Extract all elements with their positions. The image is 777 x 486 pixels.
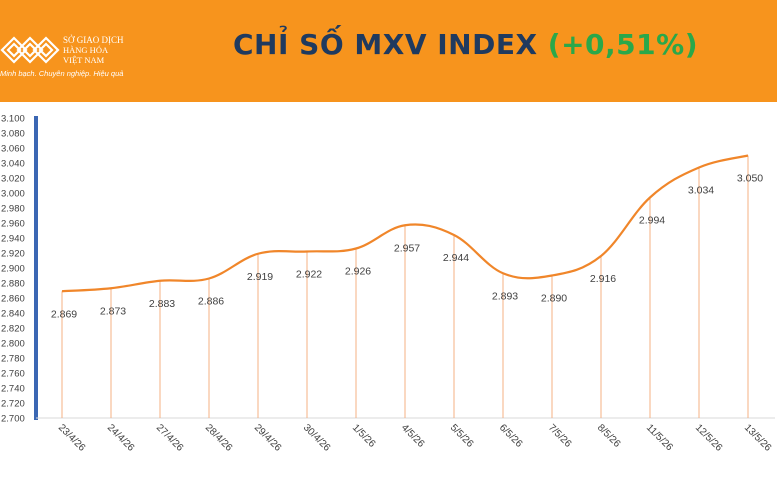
y-tick-label: 3.060 [1,144,25,155]
data-label: 2.957 [394,242,420,254]
x-tick-label: 11/5/26 [644,422,675,453]
y-tick-label: 2.720 [1,399,25,410]
y-tick-label: 3.100 [1,114,25,125]
x-tick-label: 27/4/26 [154,422,186,454]
header-banner: SỞ GIAO DỊCH HÀNG HÓA VIỆT NAM Minh bạch… [0,0,777,102]
y-tick-label: 2.760 [1,369,25,380]
logo-text-line1: SỞ GIAO DỊCH [63,35,124,45]
line-chart: 2.700 2.720 2.740 2.760 2.780 2.800 2.820 2.840… [1,114,775,454]
y-tick-label: 2.920 [1,249,25,260]
x-tick-label: 12/5/26 [693,422,725,454]
y-tick-label: 3.080 [1,129,25,140]
x-tick-label: 5/5/26 [448,422,476,450]
y-tick-label: 2.780 [1,354,25,365]
y-tick-label: 3.020 [1,174,25,185]
data-label: 2.944 [443,252,469,264]
y-tick-label: 3.000 [1,189,25,200]
y-tick-label: 2.840 [1,309,25,320]
data-label: 2.919 [247,271,273,283]
data-label: 2.994 [639,215,665,227]
y-tick-label: 2.960 [1,219,25,230]
title-main: CHỈ SỐ MXV INDEX [233,28,538,61]
data-label: 2.883 [149,298,175,310]
title-change: (+0,51%) [547,28,698,61]
y-tick-label: 2.880 [1,279,25,290]
x-tick-label: 23/4/26 [56,422,88,454]
y-tick-label: 2.820 [1,324,25,335]
mxv-logo-icon [0,36,60,64]
x-tick-label: 28/4/26 [203,422,235,454]
data-label: 3.034 [688,185,714,197]
x-tick-label: 6/5/26 [497,422,525,450]
data-label: 2.890 [541,293,567,305]
x-tick-label: 30/4/26 [301,422,333,454]
x-tick-label: 8/5/26 [595,422,623,450]
y-tick-label: 2.740 [1,384,25,395]
series-line [61,154,749,293]
page-title: CHỈ SỐ MXV INDEX (+0,51%) [233,28,698,61]
y-tick-label: 2.800 [1,339,25,350]
y-tick-label: 3.040 [1,159,25,170]
data-label: 2.893 [492,290,518,302]
data-label: 2.869 [51,308,77,320]
y-tick-label: 2.860 [1,294,25,305]
x-tick-label: 29/4/26 [252,422,284,454]
data-label: 2.916 [590,273,616,285]
logo-text-line2: HÀNG HÓA [63,45,109,55]
y-tick-label: 2.700 [1,414,25,425]
x-tick-label: 13/5/26 [742,422,774,454]
data-label: 2.922 [296,269,322,281]
data-label: 2.926 [345,266,371,278]
y-tick-label: 2.980 [1,204,25,215]
data-label: 2.873 [100,305,126,317]
logo-slogan: Minh bạch. Chuyên nghiệp. Hiệu quả [0,69,124,78]
x-tick-label: 24/4/26 [105,422,137,454]
data-label: 3.050 [737,173,763,185]
logo: SỞ GIAO DỊCH HÀNG HÓA VIỆT NAM Minh bạch… [0,28,170,88]
x-tick-label: 4/5/26 [399,422,427,450]
x-tick-label: 1/5/26 [350,422,378,450]
y-tick-label: 2.900 [1,264,25,275]
x-tick-label: 7/5/26 [546,422,574,450]
logo-text-line3: VIỆT NAM [63,55,105,65]
data-label: 2.886 [198,296,224,308]
y-tick-label: 2.940 [1,234,25,245]
